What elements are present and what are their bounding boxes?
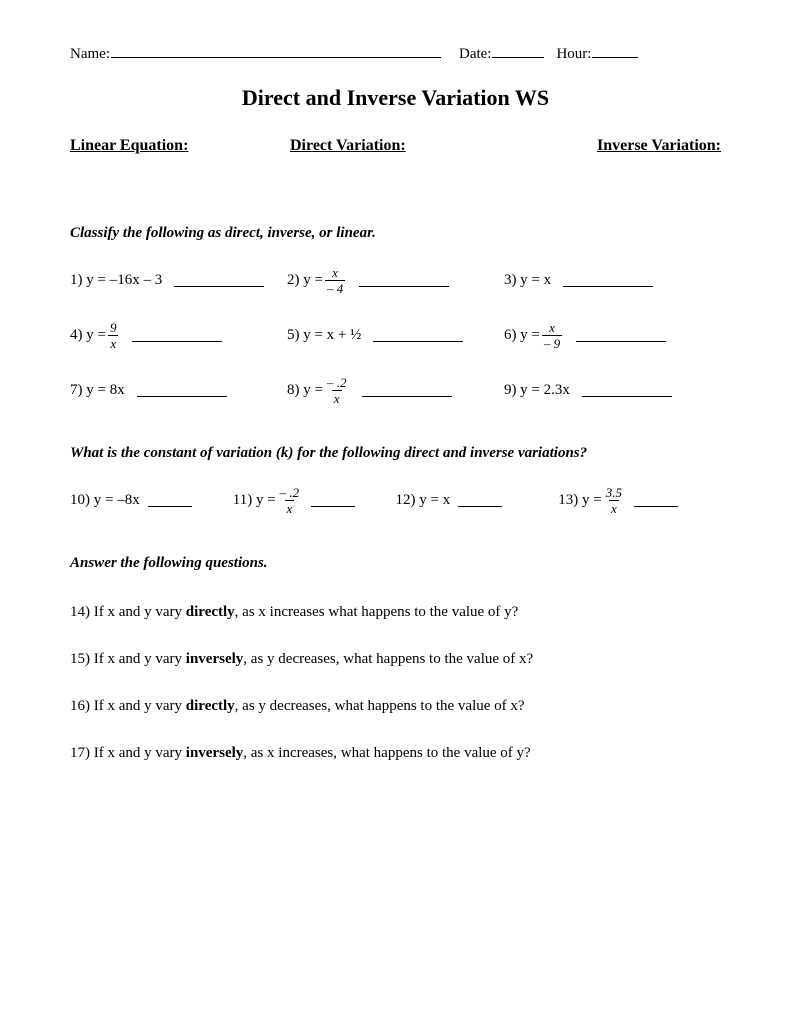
q6-blank[interactable] bbox=[576, 330, 666, 342]
q4-den: x bbox=[108, 335, 118, 350]
q2-den: – 4 bbox=[325, 280, 345, 295]
head-linear: Linear Equation: bbox=[70, 137, 290, 155]
q10: 10) y = –8x bbox=[70, 492, 233, 509]
q14-pre: 14) If x and y vary bbox=[70, 604, 186, 620]
q3-label: 3) y = x bbox=[504, 272, 551, 289]
q13-blank[interactable] bbox=[634, 495, 678, 507]
q3: 3) y = x bbox=[504, 272, 721, 289]
q8-fraction: – .2 x bbox=[325, 376, 349, 405]
q5-blank[interactable] bbox=[373, 330, 463, 342]
question-row-2: 4) y = 9 x 5) y = x + ½ 6) y = x – 9 bbox=[70, 321, 721, 350]
q8-label: 8) y = bbox=[287, 382, 323, 399]
q16-pre: 16) If x and y vary bbox=[70, 698, 186, 714]
q4-label: 4) y = bbox=[70, 327, 106, 344]
q2-fraction: x – 4 bbox=[325, 266, 345, 295]
q17-post: , as x increases, what happens to the va… bbox=[243, 745, 530, 761]
q16: 16) If x and y vary directly, as y decre… bbox=[70, 698, 721, 715]
q5: 5) y = x + ½ bbox=[287, 327, 504, 344]
q11-fraction: – .2 x bbox=[278, 486, 302, 515]
q9-label: 9) y = 2.3x bbox=[504, 382, 570, 399]
name-label: Name: bbox=[70, 46, 110, 63]
instruction-classify: Classify the following as direct, invers… bbox=[70, 225, 721, 242]
q4: 4) y = 9 x bbox=[70, 321, 287, 350]
question-row-1: 1) y = –16x – 3 2) y = x – 4 3) y = x bbox=[70, 266, 721, 295]
q4-blank[interactable] bbox=[132, 330, 222, 342]
q11-den: x bbox=[285, 500, 295, 515]
q2: 2) y = x – 4 bbox=[287, 266, 504, 295]
q9-blank[interactable] bbox=[582, 385, 672, 397]
date-label: Date: bbox=[459, 46, 491, 63]
page-title: Direct and Inverse Variation WS bbox=[70, 85, 721, 111]
q12: 12) y = x bbox=[396, 492, 559, 509]
q16-post: , as y decreases, what happens to the va… bbox=[235, 698, 525, 714]
q6-num: x bbox=[547, 321, 557, 335]
date-blank[interactable] bbox=[492, 44, 544, 58]
q10-blank[interactable] bbox=[148, 495, 192, 507]
q7: 7) y = 8x bbox=[70, 382, 287, 399]
q2-blank[interactable] bbox=[359, 275, 449, 287]
q8: 8) y = – .2 x bbox=[287, 376, 504, 405]
hour-label: Hour: bbox=[556, 46, 591, 63]
instruction-answer: Answer the following questions. bbox=[70, 555, 721, 572]
q3-blank[interactable] bbox=[563, 275, 653, 287]
q8-num: – .2 bbox=[325, 376, 349, 390]
q5-label: 5) y = x + ½ bbox=[287, 327, 361, 344]
worksheet-page: Name: Date: Hour: Direct and Inverse Var… bbox=[0, 0, 791, 1024]
q13-num: 3.5 bbox=[604, 486, 624, 500]
header-line: Name: Date: Hour: bbox=[70, 44, 721, 63]
q17-bold: inversely bbox=[186, 745, 244, 761]
q12-blank[interactable] bbox=[458, 495, 502, 507]
q15-pre: 15) If x and y vary bbox=[70, 651, 186, 667]
q7-label: 7) y = 8x bbox=[70, 382, 125, 399]
name-blank[interactable] bbox=[111, 44, 441, 58]
section-headers: Linear Equation: Direct Variation: Inver… bbox=[70, 137, 721, 155]
q14-bold: directly bbox=[186, 604, 235, 620]
q14-post: , as x increases what happens to the val… bbox=[235, 604, 519, 620]
q15: 15) If x and y vary inversely, as y decr… bbox=[70, 651, 721, 668]
question-row-3: 7) y = 8x 8) y = – .2 x 9) y = 2.3x bbox=[70, 376, 721, 405]
q2-label: 2) y = bbox=[287, 272, 323, 289]
q8-blank[interactable] bbox=[362, 385, 452, 397]
q13: 13) y = 3.5 x bbox=[558, 486, 721, 515]
q11-num: – .2 bbox=[278, 486, 302, 500]
q10-label: 10) y = –8x bbox=[70, 492, 140, 509]
q13-den: x bbox=[609, 500, 619, 515]
q15-bold: inversely bbox=[186, 651, 244, 667]
q15-post: , as y decreases, what happens to the va… bbox=[243, 651, 533, 667]
q11-label: 11) y = bbox=[233, 492, 276, 509]
q17-pre: 17) If x and y vary bbox=[70, 745, 186, 761]
q6: 6) y = x – 9 bbox=[504, 321, 721, 350]
q4-num: 9 bbox=[108, 321, 119, 335]
q11: 11) y = – .2 x bbox=[233, 486, 396, 515]
q1: 1) y = –16x – 3 bbox=[70, 272, 287, 289]
hour-blank[interactable] bbox=[592, 44, 638, 58]
q13-fraction: 3.5 x bbox=[604, 486, 624, 515]
head-inverse: Inverse Variation: bbox=[510, 137, 721, 155]
q6-den: – 9 bbox=[542, 335, 562, 350]
head-direct: Direct Variation: bbox=[290, 137, 510, 155]
q16-bold: directly bbox=[186, 698, 235, 714]
q12-label: 12) y = x bbox=[396, 492, 451, 509]
q4-fraction: 9 x bbox=[108, 321, 119, 350]
q8-den: x bbox=[332, 390, 342, 405]
q7-blank[interactable] bbox=[137, 385, 227, 397]
instruction-constant: What is the constant of variation (k) fo… bbox=[70, 445, 721, 462]
q17: 17) If x and y vary inversely, as x incr… bbox=[70, 745, 721, 762]
q1-label: 1) y = –16x – 3 bbox=[70, 272, 162, 289]
question-row-4: 10) y = –8x 11) y = – .2 x 12) y = x 13)… bbox=[70, 486, 721, 515]
q11-blank[interactable] bbox=[311, 495, 355, 507]
q2-num: x bbox=[330, 266, 340, 280]
q1-blank[interactable] bbox=[174, 275, 264, 287]
q6-fraction: x – 9 bbox=[542, 321, 562, 350]
q13-label: 13) y = bbox=[558, 492, 601, 509]
q14: 14) If x and y vary directly, as x incre… bbox=[70, 604, 721, 621]
q9: 9) y = 2.3x bbox=[504, 382, 721, 399]
q6-label: 6) y = bbox=[504, 327, 540, 344]
